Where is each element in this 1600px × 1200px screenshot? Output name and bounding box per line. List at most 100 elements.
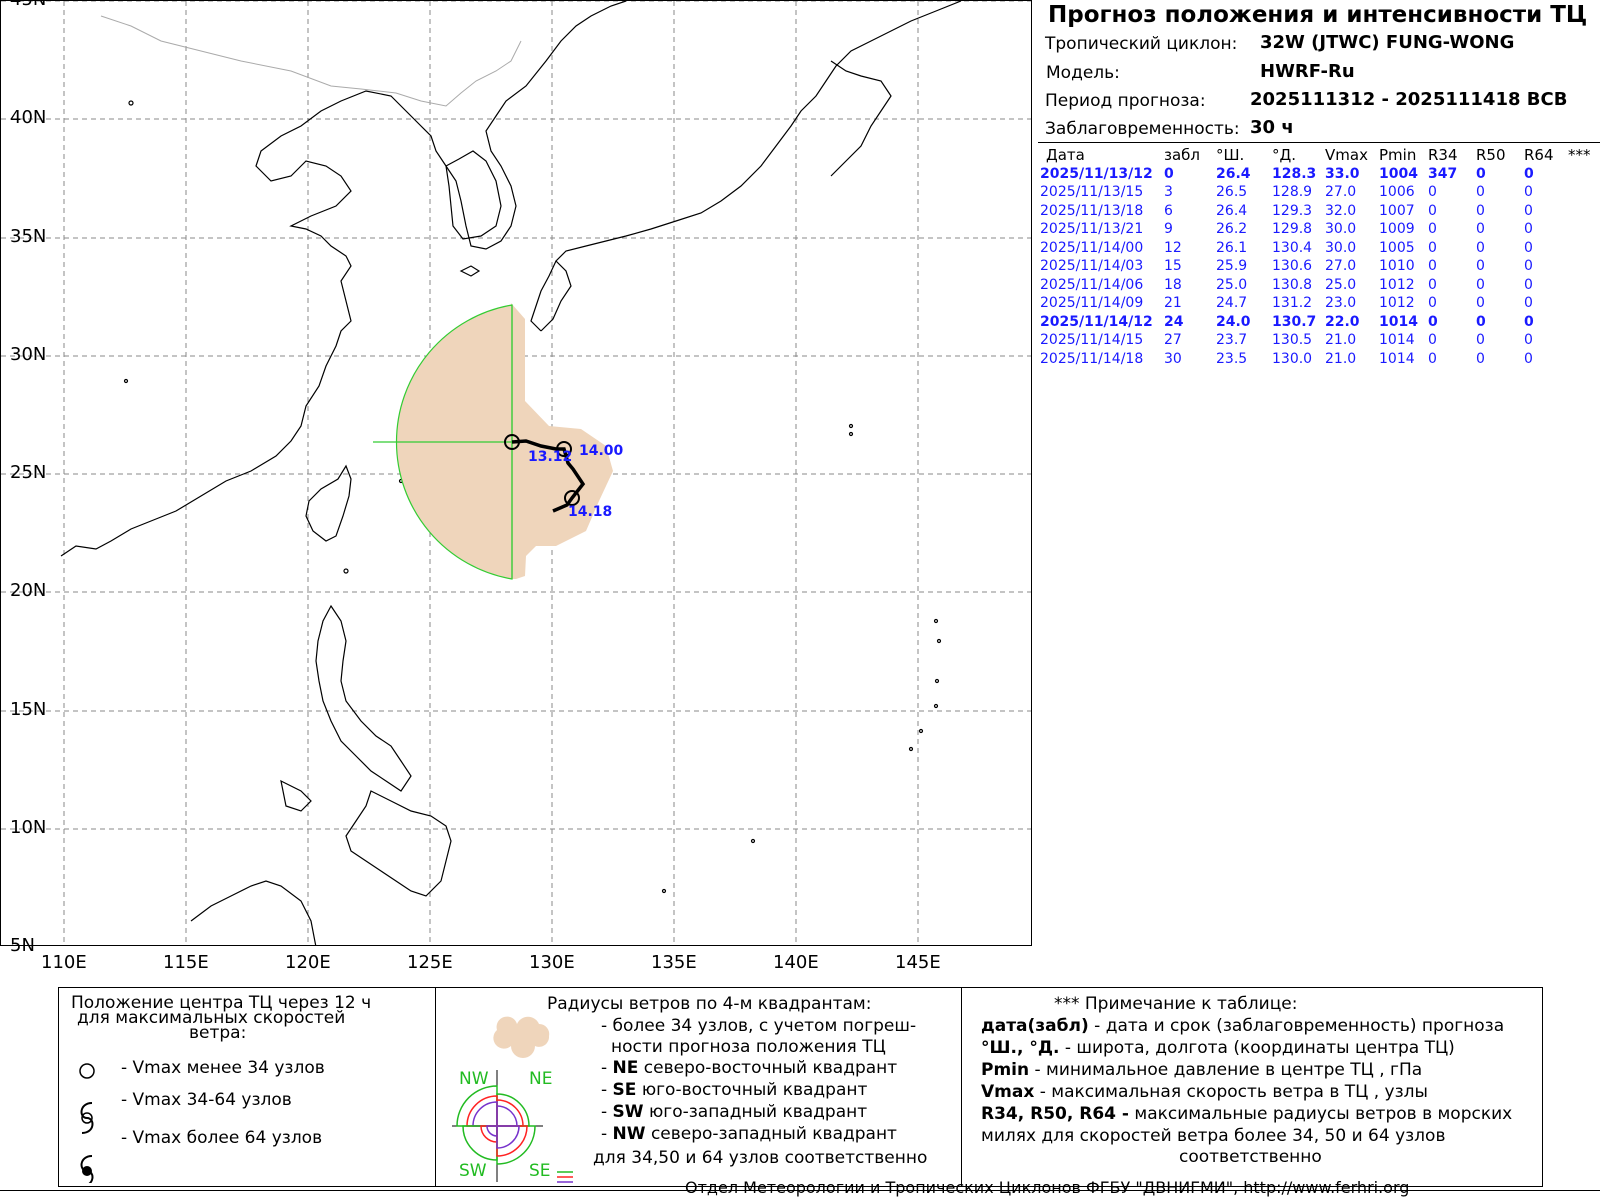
cell-lat: 25.9 [1216, 258, 1248, 275]
legend1-item-2: - Vmax 34-64 узлов [121, 1090, 292, 1110]
cell-r64: 0 [1524, 239, 1533, 256]
open-circle-icon [79, 1063, 95, 1079]
lon-label: 130E [529, 952, 575, 973]
r34-wind-area [373, 303, 613, 580]
quadrant-key: SE [612, 1080, 637, 1100]
cell-vmax: 22.0 [1325, 313, 1360, 330]
legend3-line: дата(забл) - дата и срок (заблаговременн… [981, 1016, 1504, 1036]
cell-lon: 128.3 [1272, 165, 1317, 182]
legend3-title: *** Примечание к таблице: [1054, 994, 1298, 1014]
col-r50: R50 [1476, 146, 1506, 165]
quadrant-text: северо-западный квадрант [650, 1124, 897, 1144]
cell-r34: 0 [1428, 221, 1437, 238]
cell-lead: 24 [1164, 313, 1184, 330]
cell-date: 2025/11/14/00 [1040, 239, 1144, 256]
cell-pmin: 1010 [1379, 258, 1415, 275]
quad-label-sw: SW [459, 1161, 487, 1181]
cell-r64: 0 [1524, 221, 1533, 238]
track-point-14-12 [564, 490, 580, 506]
cell-r34: 347 [1428, 165, 1458, 182]
lat-label: 20N [10, 580, 47, 601]
col-pmin: Pmin [1379, 146, 1417, 165]
forecast-track: 13.12 14.00 14.18 [504, 434, 624, 520]
legend2-quadrant: - NW северо-западный квадрант [601, 1124, 897, 1144]
note-text: - широта, долгота (координаты центра ТЦ) [1064, 1038, 1455, 1058]
col-r64: R64 [1524, 146, 1554, 165]
track-point-14-00 [556, 441, 572, 457]
cell-r50: 0 [1476, 332, 1485, 349]
cell-r50: 0 [1476, 350, 1485, 367]
cell-pmin: 1009 [1379, 221, 1415, 238]
lon-label: 145E [895, 952, 941, 973]
cell-lat: 25.0 [1216, 276, 1248, 293]
col-r34: R34 [1428, 146, 1458, 165]
coastlines [60, 1, 962, 945]
header-divider [1038, 142, 1600, 143]
table-row: 2025/11/14/00 12 26.1 130.4 30.0 1005 0 0 0 [1038, 239, 1591, 258]
note-text: максимальные радиусы ветров в морских [1134, 1104, 1513, 1124]
lat-label: 15N [10, 699, 47, 720]
legend1-title-1: Положение центра ТЦ через 12 ч [71, 993, 372, 1013]
cell-pmin: 1014 [1379, 313, 1418, 330]
lat-label: 45N [10, 0, 46, 10]
lon-label: 125E [407, 952, 453, 973]
period-label: Период прогноза: [1045, 91, 1206, 111]
quadrant-key: NE [612, 1058, 639, 1078]
cell-r34: 0 [1428, 332, 1437, 349]
cell-r64: 0 [1524, 165, 1534, 182]
cell-pmin: 1004 [1379, 165, 1418, 182]
legend2-quadrant: - NE северо-восточный квадрант [601, 1058, 898, 1078]
cell-r50: 0 [1476, 202, 1485, 219]
note-key: Vmax [981, 1082, 1035, 1102]
cell-lon: 130.7 [1272, 313, 1317, 330]
track-point-13-12 [504, 434, 520, 450]
cell-r50: 0 [1476, 313, 1486, 330]
cell-r34: 0 [1428, 202, 1437, 219]
cell-lon: 130.4 [1272, 239, 1313, 256]
quad-label-nw: NW [459, 1069, 489, 1089]
cell-lon: 130.8 [1272, 276, 1313, 293]
cell-lead: 15 [1164, 258, 1182, 275]
lon-label: 120E [285, 952, 331, 973]
footer-divider [0, 1190, 1600, 1191]
legend3-line: Vmax - максимальная скорость ветра в ТЦ … [981, 1082, 1428, 1102]
cell-lead: 30 [1164, 350, 1182, 367]
cell-r64: 0 [1524, 295, 1533, 312]
cell-lead: 9 [1164, 221, 1173, 238]
lat-label: 35N [10, 226, 47, 247]
legend2-line-2: ности прогноза положения ТЦ [611, 1037, 886, 1057]
borders [100, 15, 522, 107]
legend2-quadrant: - SW юго-западный квадрант [601, 1102, 868, 1122]
cell-vmax: 21.0 [1325, 332, 1357, 349]
cell-pmin: 1014 [1379, 350, 1415, 367]
cell-lon: 128.9 [1272, 184, 1313, 201]
cell-lead: 18 [1164, 276, 1182, 293]
cyclone-label: Тропический циклон: [1045, 34, 1238, 54]
map-canvas[interactable]: 13.12 14.00 14.18 [1, 1, 1032, 946]
quadrant-key: SW [612, 1102, 644, 1122]
map-panel[interactable]: 13.12 14.00 14.18 [0, 0, 1032, 946]
cell-r50: 0 [1476, 295, 1485, 312]
legend1-title-3: ветра: [189, 1023, 247, 1043]
legend3-line: Pmin - минимальное давление в центре ТЦ … [981, 1060, 1422, 1080]
lon-label: 140E [773, 952, 819, 973]
cell-lon: 130.0 [1272, 350, 1313, 367]
lat-label: 25N [10, 462, 47, 483]
table-row: 2025/11/13/21 9 26.2 129.8 30.0 1009 0 0 0 [1038, 220, 1591, 239]
cell-r64: 0 [1524, 276, 1533, 293]
cell-lon: 130.5 [1272, 332, 1313, 349]
track-label-14-00: 14.00 [579, 443, 624, 459]
table-row: 2025/11/14/09 21 24.7 131.2 23.0 1012 0 0 0 [1038, 294, 1591, 313]
track-label-14-18: 14.18 [568, 504, 612, 520]
note-text: - дата и срок (заблаговременность) прогн… [1094, 1016, 1505, 1036]
cell-r34: 0 [1428, 276, 1437, 293]
legend1-item-1: - Vmax менее 34 узлов [121, 1058, 325, 1078]
quadrant-text: северо-восточный квадрант [643, 1058, 898, 1078]
lat-label: 30N [10, 344, 47, 365]
cell-r64: 0 [1524, 332, 1533, 349]
cell-lead: 27 [1164, 332, 1182, 349]
cell-vmax: 23.0 [1325, 295, 1357, 312]
cell-r34: 0 [1428, 239, 1437, 256]
cell-r64: 0 [1524, 350, 1533, 367]
lat-label: 10N [10, 817, 47, 838]
